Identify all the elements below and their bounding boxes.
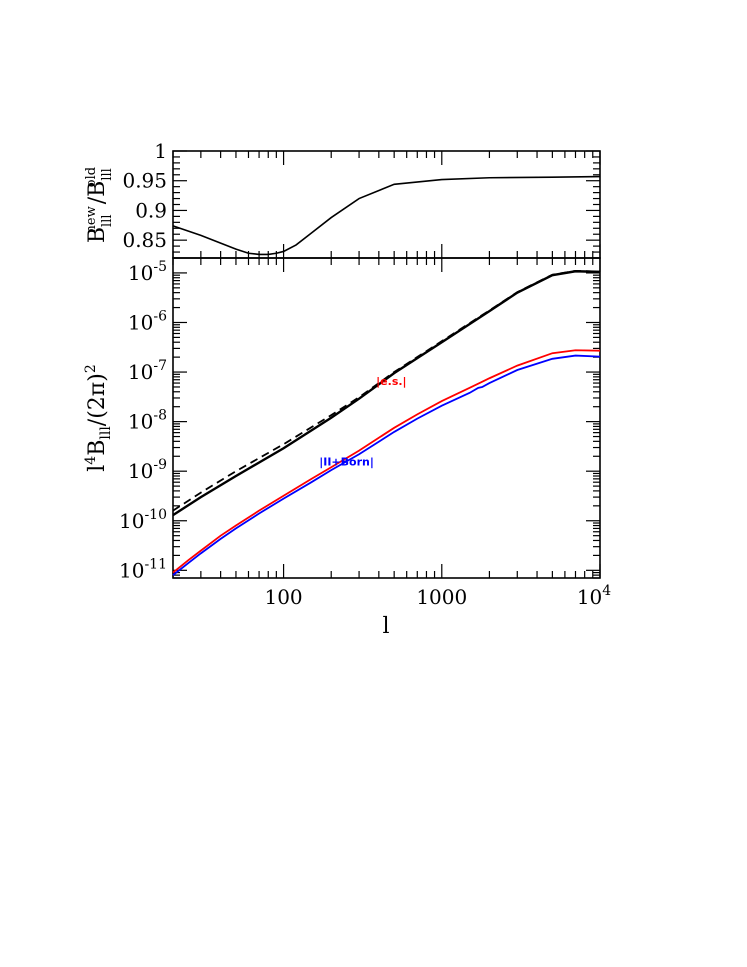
top-panel-frame <box>172 150 601 259</box>
y-tick-label: 0.95 <box>122 169 167 193</box>
bottom-panel-series <box>172 269 601 576</box>
bispectrum-series-line-3 <box>172 354 601 576</box>
y-tick-label: 10-7 <box>128 358 167 384</box>
bispectrum-series-line-1 <box>172 269 601 512</box>
top-panel-series <box>172 175 601 256</box>
y-tick-label: 10-5 <box>128 259 167 285</box>
y-tick-label: 1 <box>154 139 167 163</box>
bottom-y-axis-label: l4Blll/(2π)2 <box>83 364 114 472</box>
bottom-panel-ticks <box>172 257 601 579</box>
y-tick-label: 0.9 <box>135 198 167 222</box>
svg-text:l4Blll/(2π)2: l4Blll/(2π)2 <box>83 364 114 472</box>
annotations: |e.s.| |II+Born| <box>319 375 406 469</box>
y-tick-label: 10-8 <box>128 408 167 434</box>
bottom-panel-frame <box>172 257 601 579</box>
svg-text:Blllnew/Blllold: Blllnew/Blllold <box>84 167 115 243</box>
tick-labels: 0.85 0.9 0.95 1 10-11 10-10 10-9 10-8 10-7 10-6 10… <box>119 139 611 609</box>
bispectrum-series-line-2 <box>172 349 601 574</box>
y-tick-label: 10-10 <box>119 507 167 533</box>
y-tick-label: 10-6 <box>128 308 167 334</box>
y-tick-label: 10-11 <box>119 556 167 582</box>
annotation-label-1: |II+Born| <box>319 456 374 469</box>
ratio-series-line <box>172 175 601 256</box>
bispectrum-series-line-0 <box>172 270 601 517</box>
y-tick-label: 0.85 <box>122 228 167 252</box>
x-axis-label: l <box>382 614 389 639</box>
top-y-axis-label: Blllnew/Blllold <box>84 167 115 243</box>
x-tick-label: 1000 <box>416 585 467 609</box>
top-panel-ticks <box>172 150 601 259</box>
annotation-label-0: |e.s.| <box>376 375 406 388</box>
x-tick-label: 104 <box>577 583 611 609</box>
y-tick-label: 10-9 <box>128 457 167 483</box>
x-tick-label: 100 <box>264 585 302 609</box>
